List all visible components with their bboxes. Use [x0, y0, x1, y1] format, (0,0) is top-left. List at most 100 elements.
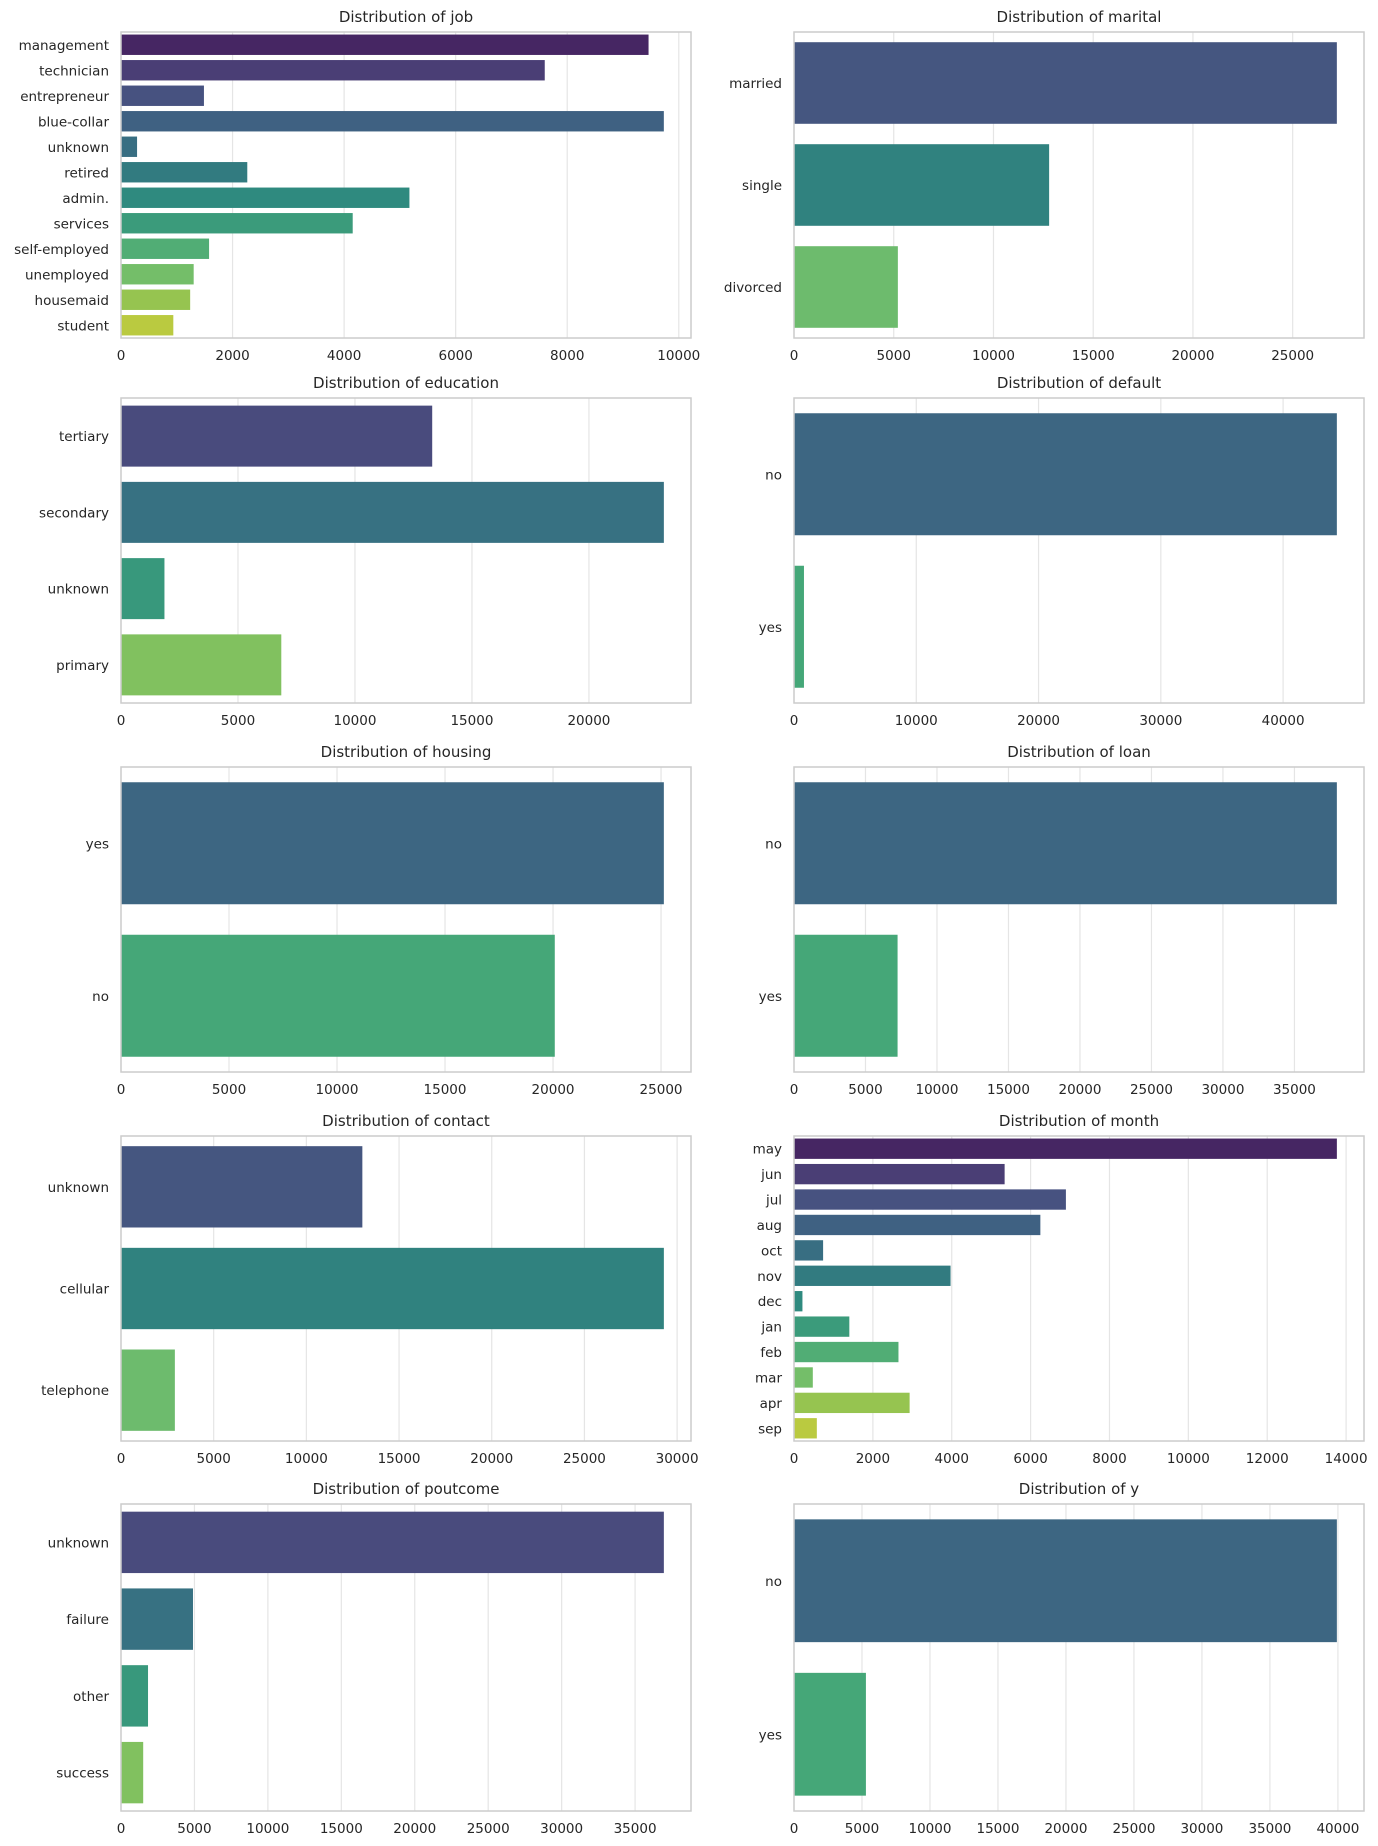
x-tick-label: 20000: [1017, 713, 1060, 729]
bar-entrepreneur: [121, 85, 204, 106]
y-tick-label: blue-collar: [38, 114, 110, 130]
x-tick-label: 10000: [285, 1451, 328, 1467]
axes-frame: [120, 1135, 692, 1442]
y-tick-label: sep: [758, 1421, 782, 1437]
x-tick-label: 30000: [656, 1451, 699, 1467]
bar-may: [794, 1138, 1337, 1159]
chart-panel: Distribution of marital 0 5000 10000 15000 20…: [724, 8, 1365, 364]
bar-apr: [794, 1392, 910, 1414]
axes-frame: [793, 397, 1365, 704]
y-tick-label: secondary: [39, 505, 109, 521]
x-tick-label: 10000: [972, 348, 1015, 364]
axes-frame: [793, 31, 1365, 339]
x-tick-label: 15000: [1072, 348, 1115, 364]
y-tick-label: oct: [761, 1243, 782, 1259]
bar-management: [121, 34, 649, 55]
y-tick-label: divorced: [724, 280, 782, 296]
y-tick-label: telephone: [41, 1383, 109, 1399]
axes-frame: [793, 1135, 1365, 1442]
x-tick-label: 35000: [614, 1821, 657, 1837]
bar-yes: [794, 565, 804, 688]
axes-frame: [120, 31, 692, 339]
y-tick-label: technician: [39, 63, 109, 79]
x-tick-label: 15000: [987, 1082, 1030, 1098]
x-tick-label: 35000: [1273, 1082, 1316, 1098]
chart-panel: Distribution of y 0 5000 10000 15000 20000 250…: [759, 1480, 1365, 1837]
y-tick-label: dec: [758, 1294, 782, 1310]
y-tick-label: other: [73, 1689, 109, 1705]
x-tick-label: 10000: [657, 348, 700, 364]
x-tick-label: 2000: [215, 348, 249, 364]
bar-unknown: [121, 136, 138, 157]
y-tick-label: tertiary: [59, 429, 109, 445]
y-tick-label: primary: [56, 658, 109, 674]
x-tick-label: 30000: [1139, 713, 1182, 729]
chart-panel: Distribution of contact 0 5000 10000 15000 20…: [41, 1112, 698, 1467]
x-tick-label: 10000: [909, 1821, 952, 1837]
bar-unemployed: [121, 264, 194, 285]
x-tick-label: 25000: [1112, 1821, 1155, 1837]
y-tick-label: unknown: [48, 140, 109, 156]
x-tick-label: 0: [790, 1082, 799, 1098]
bar-sep: [794, 1418, 817, 1439]
chart-panel: Distribution of housing 0 5000 10000 15000 20…: [86, 743, 692, 1098]
bar-primary: [121, 634, 282, 696]
bar-divorced: [794, 246, 898, 328]
x-tick-label: 20000: [1058, 1082, 1101, 1098]
bar-other: [121, 1665, 149, 1727]
bar-failure: [121, 1588, 193, 1650]
bar-married: [794, 42, 1337, 124]
bar-tertiary: [121, 405, 433, 467]
x-tick-label: 30000: [1201, 1082, 1244, 1098]
x-tick-label: 10000: [1167, 1451, 1210, 1467]
axes-frame: [120, 397, 692, 704]
x-tick-label: 35000: [1248, 1821, 1291, 1837]
bar-cellular: [121, 1247, 664, 1330]
x-tick-label: 15000: [424, 1082, 467, 1098]
chart-title: Distribution of default: [997, 374, 1161, 392]
x-tick-label: 25000: [563, 1451, 606, 1467]
bar-retired: [121, 162, 248, 183]
y-tick-label: jun: [760, 1167, 782, 1183]
y-tick-label: may: [753, 1142, 782, 1158]
chart-title: Distribution of month: [999, 1112, 1159, 1130]
x-tick-label: 0: [117, 348, 126, 364]
x-tick-label: 10000: [246, 1821, 289, 1837]
x-tick-label: 25000: [1130, 1082, 1173, 1098]
chart-panel: Distribution of loan 0 5000 10000 15000 20000…: [759, 743, 1365, 1098]
bar-unknown: [121, 1511, 664, 1574]
chart-title: Distribution of y: [1019, 1480, 1140, 1498]
x-tick-label: 12000: [1246, 1451, 1289, 1467]
chart-title: Distribution of job: [339, 8, 473, 26]
x-tick-label: 15000: [976, 1821, 1019, 1837]
bar-feb: [794, 1341, 899, 1363]
bar-services: [121, 213, 353, 234]
bar-yes: [794, 934, 898, 1057]
axes-frame: [120, 1503, 692, 1812]
chart-title: Distribution of contact: [322, 1112, 490, 1130]
chart-panel: Distribution of education 0 5000 10000 15000…: [39, 374, 692, 729]
x-tick-label: 20000: [532, 1082, 575, 1098]
x-tick-label: 5000: [221, 713, 255, 729]
bar-jul: [794, 1189, 1066, 1210]
x-tick-label: 6000: [438, 348, 472, 364]
x-tick-label: 5000: [877, 348, 911, 364]
x-tick-label: 8000: [1092, 1451, 1126, 1467]
bar-no: [794, 413, 1337, 536]
y-tick-label: aug: [757, 1218, 782, 1234]
bar-oct: [794, 1240, 824, 1261]
chart-title: Distribution of poutcome: [313, 1480, 500, 1498]
y-tick-label: yes: [759, 620, 782, 636]
y-tick-label: apr: [760, 1396, 783, 1412]
x-tick-label: 0: [790, 1821, 799, 1837]
y-tick-label: no: [92, 989, 109, 1005]
y-tick-label: mar: [755, 1370, 782, 1386]
y-tick-label: single: [742, 178, 782, 194]
bar-unknown: [121, 1146, 363, 1228]
x-tick-label: 20000: [1044, 1821, 1087, 1837]
chart-title: Distribution of loan: [1007, 743, 1151, 761]
x-tick-label: 5000: [212, 1082, 246, 1098]
y-tick-label: cellular: [60, 1282, 110, 1298]
y-tick-label: success: [56, 1766, 109, 1782]
